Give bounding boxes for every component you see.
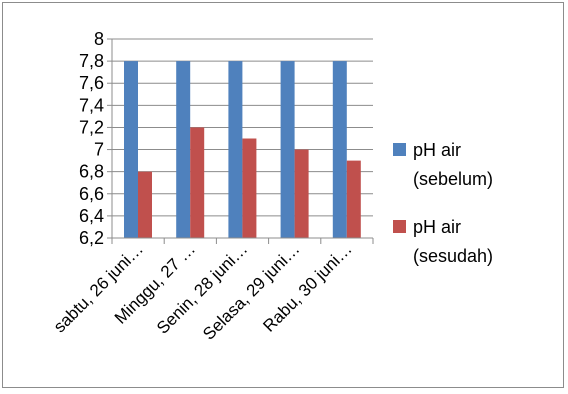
- bar-sesudah: [138, 171, 152, 238]
- y-tick-label: 7,4: [79, 95, 104, 115]
- bar-sesudah: [190, 127, 205, 238]
- legend-label: pH air: [413, 140, 461, 160]
- bar-sesudah: [294, 149, 309, 238]
- legend-swatch: [393, 143, 406, 156]
- y-tick-label: 8: [94, 29, 104, 49]
- bar-sebelum: [332, 61, 347, 238]
- y-tick-label: 6,6: [79, 184, 104, 204]
- bar-sebelum: [176, 61, 191, 238]
- x-tick-label: sabtu, 26 juni…: [50, 239, 147, 336]
- y-tick-label: 6,2: [79, 228, 104, 248]
- legend-label: (sebelum): [413, 169, 493, 189]
- bar-sebelum: [124, 61, 138, 238]
- bar-sebelum: [228, 61, 243, 238]
- legend-swatch: [393, 220, 406, 233]
- bar-chart: 6,26,46,66,87 7,27,47,67,88 sabtu, 26 jun…: [50, 29, 493, 344]
- legend-label: (sesudah): [413, 246, 493, 266]
- bar-sesudah: [346, 160, 361, 238]
- bar-sesudah: [242, 138, 257, 238]
- y-tick-label: 7: [94, 140, 104, 160]
- y-tick-label: 7,8: [79, 51, 104, 71]
- y-tick-label: 6,8: [79, 162, 104, 182]
- y-tick-label: 7,2: [79, 117, 104, 137]
- x-tick-label: Senin, 28 juni…: [153, 239, 251, 337]
- legend: pH air (sebelum) pH air (sesudah): [393, 140, 493, 266]
- chart-area: 6,2 6,4 6,6 6,8 7 7,2 7,4 7,6 7,8 8 sabtu, 26 jun…: [2, 2, 564, 388]
- x-tick-label: Selasa, 29 juni…: [199, 239, 303, 343]
- legend-label: pH air: [413, 217, 461, 237]
- y-tick-label: 7,6: [79, 73, 104, 93]
- x-tick-label: Rabu, 30 juni…: [259, 239, 355, 335]
- bar-sebelum: [280, 61, 295, 238]
- y-tick-label: 6,4: [79, 206, 104, 226]
